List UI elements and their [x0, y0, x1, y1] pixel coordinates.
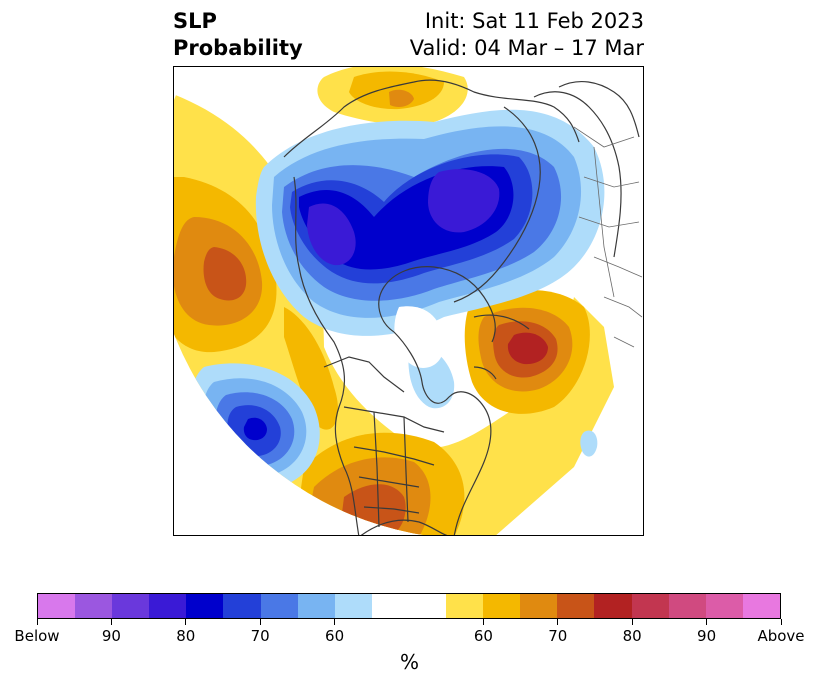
- colorbar-segment: [75, 594, 113, 618]
- colorbar-tick-label: Below: [14, 627, 60, 645]
- colorbar-tick: [334, 619, 336, 625]
- run-info: Init: Sat 11 Feb 2023 Valid: 04 Mar – 17…: [410, 8, 644, 62]
- colorbar: [37, 593, 781, 619]
- above-60-canada: [284, 307, 339, 430]
- colorbar-segment: [742, 594, 780, 618]
- colorbar-tick-label: 80: [622, 627, 642, 645]
- colorbar-segment: [223, 594, 261, 618]
- below-85-arctic-west: [307, 203, 356, 266]
- init-label: Init: Sat 11 Feb 2023: [424, 9, 644, 33]
- colorbar-segment: [668, 594, 706, 618]
- colorbar-tick: [706, 619, 708, 625]
- colorbar-segment: [557, 594, 595, 618]
- colorbar-tick: [36, 619, 38, 625]
- colorbar-segment: [186, 594, 224, 618]
- map-title: SLP Probability: [173, 8, 303, 62]
- colorbar-segment: [520, 594, 558, 618]
- colorbar-tick-label: 70: [548, 627, 568, 645]
- above-80-atlantic: [507, 332, 548, 365]
- map-panel: [173, 66, 644, 536]
- slp-probability-map: [174, 67, 643, 535]
- colorbar-ticks: Below 90 80 70 60 60 70 80 90 Above: [14, 619, 805, 645]
- colorbar-tick-label: 70: [250, 627, 270, 645]
- colorbar-tick: [185, 619, 187, 625]
- colorbar-segment: [38, 594, 76, 618]
- colorbar-segment: [334, 594, 372, 618]
- colorbar-tick-label: 90: [697, 627, 717, 645]
- colorbar-segment: [149, 594, 187, 618]
- colorbar-segment: [112, 594, 150, 618]
- colorbar-segment: [483, 594, 521, 618]
- title-line-1: SLP: [173, 9, 217, 33]
- colorbar-segment: [631, 594, 669, 618]
- colorbar-segment: [446, 594, 484, 618]
- colorbar-tick-label: 90: [101, 627, 121, 645]
- below-light-atlantic: [580, 430, 598, 457]
- colorbar-tick: [482, 619, 484, 625]
- grid-borders-east: [573, 126, 643, 348]
- title-line-2: Probability: [173, 36, 303, 60]
- below-80-pacific: [243, 417, 267, 441]
- colorbar-tick-label: 60: [473, 627, 493, 645]
- colorbar-segment: [594, 594, 632, 618]
- probability-field: [174, 67, 614, 535]
- valid-label: Valid: 04 Mar – 17 Mar: [409, 36, 644, 60]
- colorbar-segment: [260, 594, 298, 618]
- coastlines: [283, 79, 640, 535]
- colorbar-tick: [110, 619, 112, 625]
- colorbar-segment: [371, 594, 447, 618]
- colorbar-unit: %: [399, 650, 419, 674]
- neutral-hudson: [394, 306, 444, 368]
- colorbar-segment: [297, 594, 335, 618]
- colorbar-tick: [631, 619, 633, 625]
- colorbar-tick-label: 80: [176, 627, 196, 645]
- colorbar-tick: [259, 619, 261, 625]
- above-75-pacific: [203, 247, 247, 301]
- colorbar-tick-label: 60: [325, 627, 345, 645]
- colorbar-tick-label: Above: [757, 627, 805, 645]
- colorbar-tick: [557, 619, 559, 625]
- below-85-arctic-east: [428, 169, 500, 233]
- colorbar-segment: [705, 594, 743, 618]
- colorbar-tick: [780, 619, 782, 625]
- above-75-arctic: [389, 89, 414, 107]
